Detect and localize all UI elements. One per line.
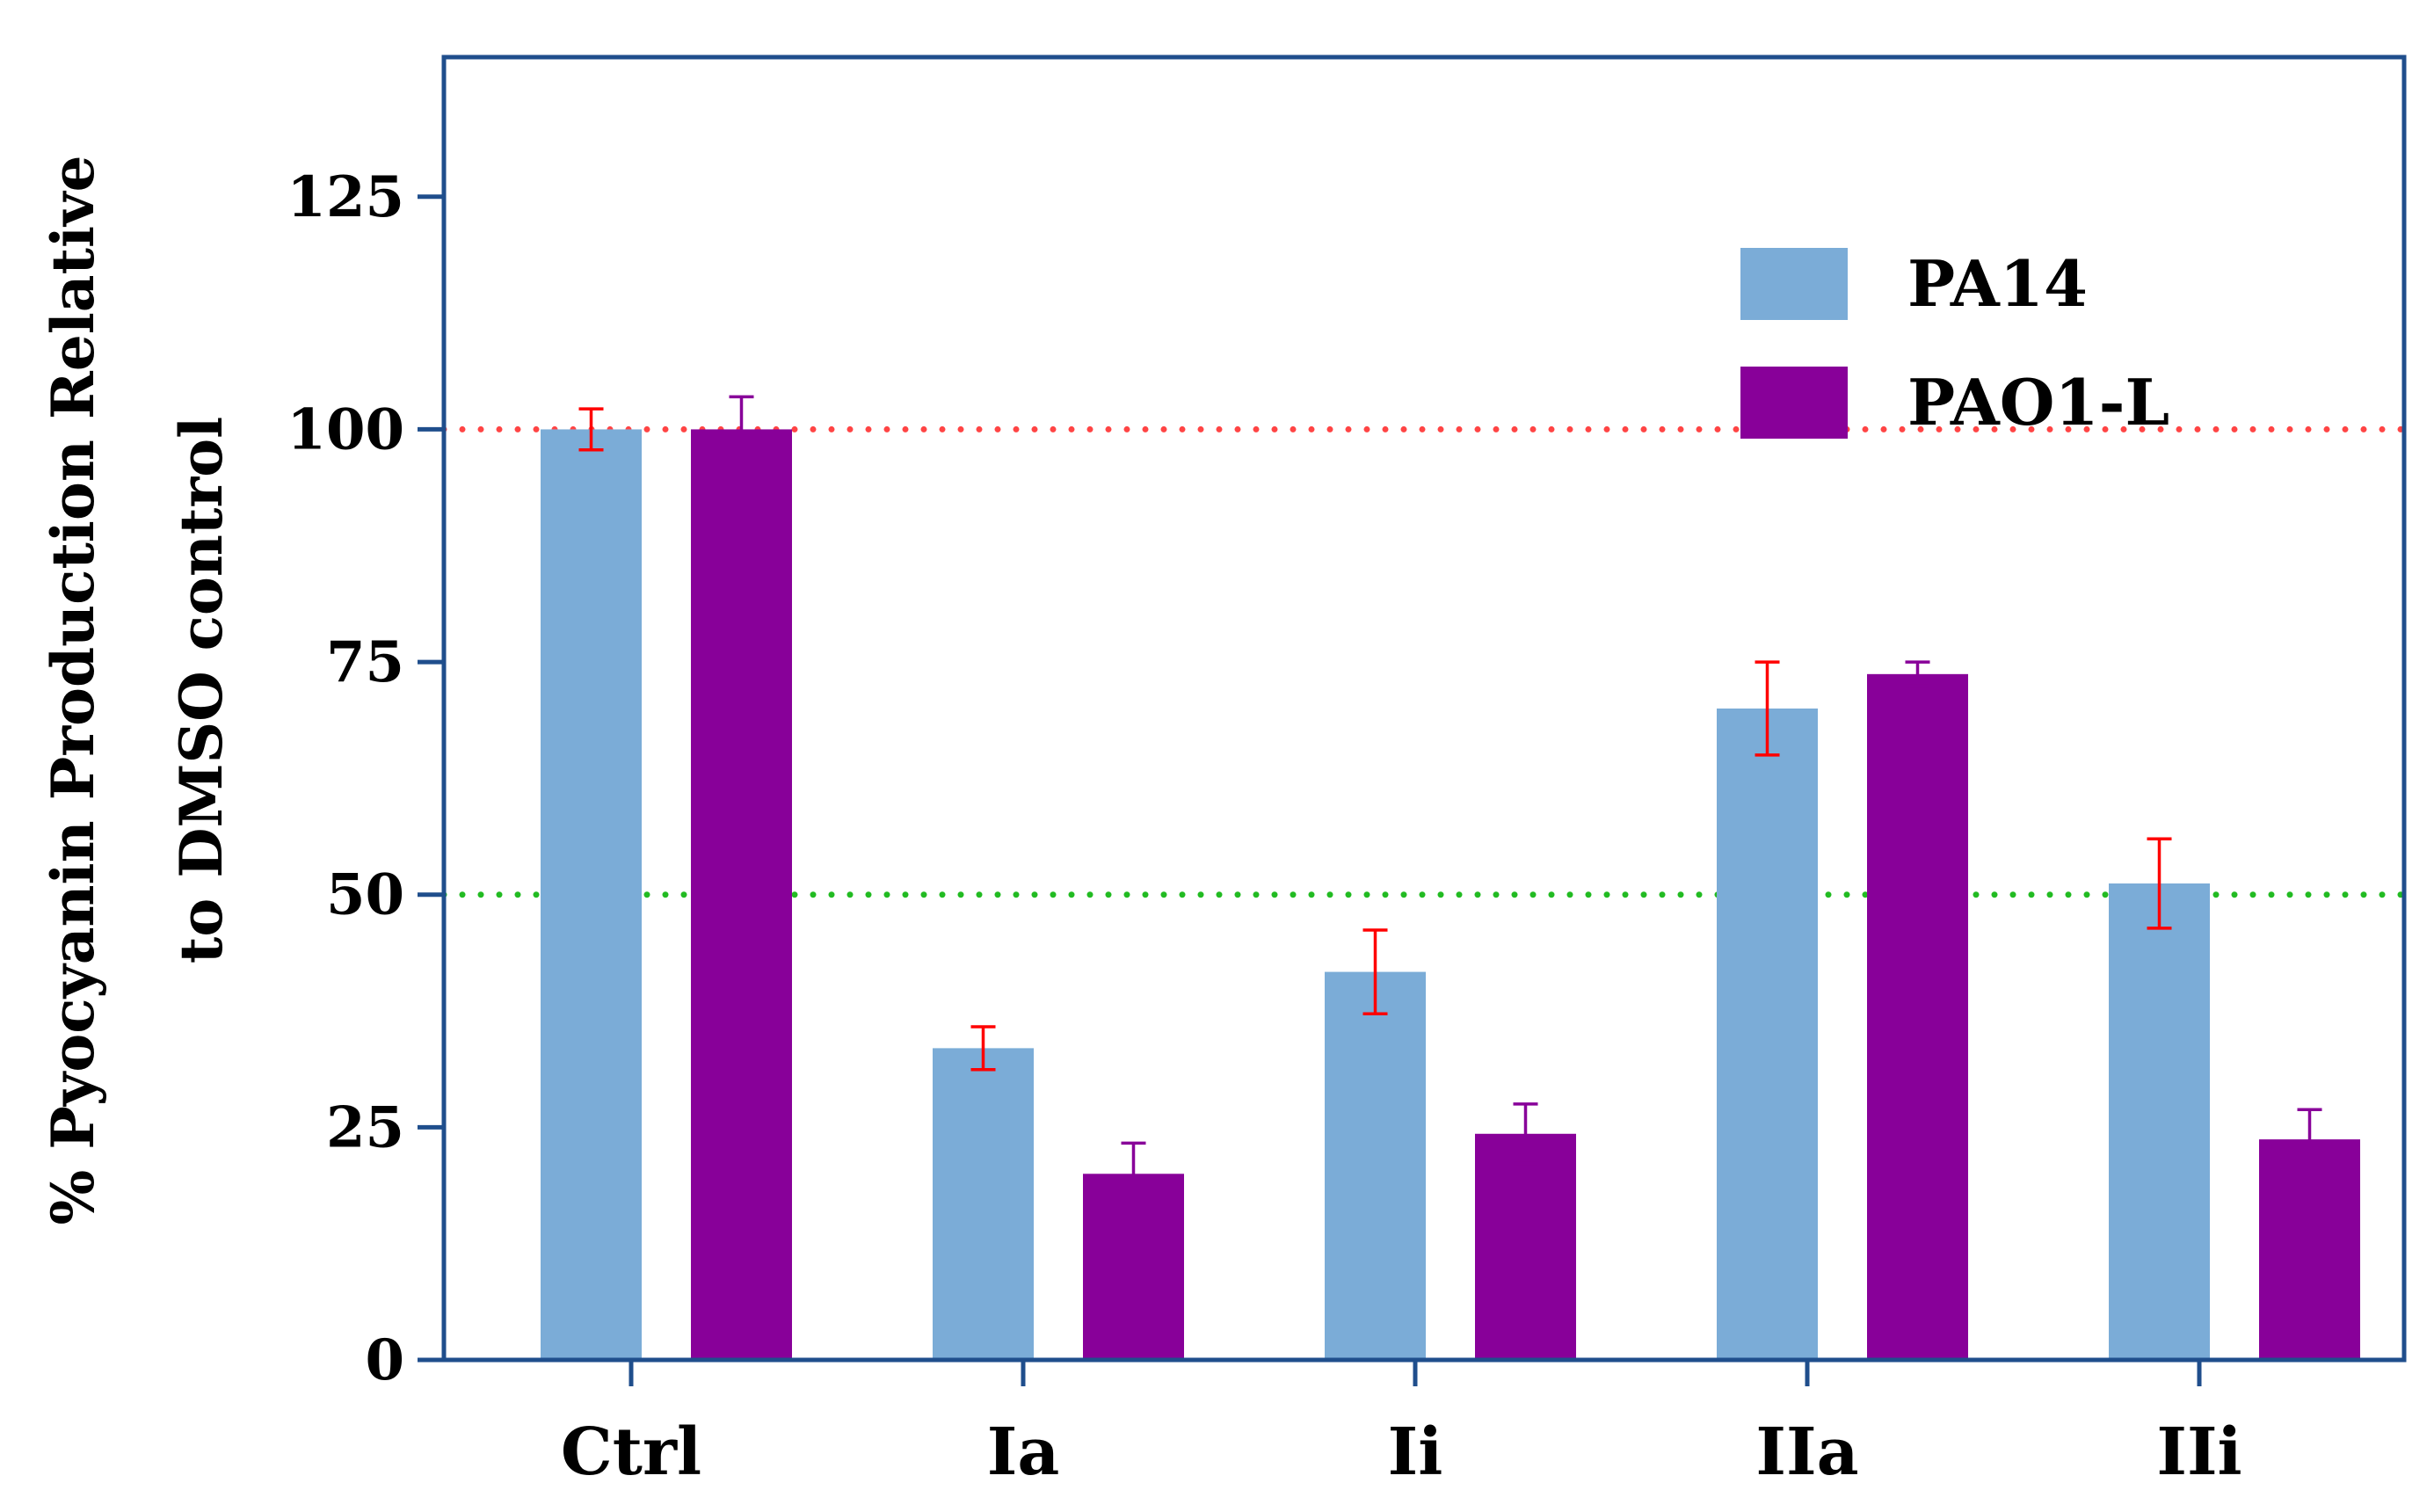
bar-pa14-ctrl	[541, 429, 642, 1360]
bars	[541, 429, 2360, 1360]
bar-pao1-l-ii	[1475, 1133, 1576, 1360]
x-tick-label-ia: Ia	[987, 1414, 1060, 1490]
axes	[441, 55, 2407, 1363]
y-axis-label-line-2: to DMSO control	[167, 417, 236, 963]
legend: PA14 PAO1-L	[1740, 246, 2169, 440]
x-tick-label-iii: IIi	[2156, 1414, 2241, 1490]
bar-pao1-l-iia	[1867, 673, 1968, 1360]
bar-pao1-l-iii	[2259, 1139, 2360, 1360]
y-tick-label-25: 25	[326, 1094, 404, 1160]
y-tick-label-100: 100	[287, 396, 404, 462]
legend-label-pa14: PA14	[1907, 246, 2088, 321]
legend-swatch-pao1-l	[1740, 367, 1848, 439]
y-tick-label-0: 0	[365, 1327, 404, 1393]
legend-swatch-pa14	[1740, 248, 1848, 320]
x-tick-label-iia: IIa	[1755, 1414, 1858, 1490]
bar-pa14-ia	[933, 1048, 1034, 1360]
bar-pa14-iia	[1717, 709, 1818, 1360]
legend-label-pao1-l: PAO1-L	[1907, 365, 2169, 440]
x-ticks: Ctrl Ia Ii IIa IIi	[561, 1360, 2242, 1490]
bar-pa14-ii	[1325, 971, 1426, 1360]
reference-lines	[440, 425, 2408, 898]
x-tick-label-ii: Ii	[1388, 1414, 1443, 1490]
x-tick-label-ctrl: Ctrl	[561, 1414, 701, 1490]
y-axis-label-line-1: % Pyocyanin Production Relative	[39, 156, 107, 1225]
y-tick-label-50: 50	[326, 862, 404, 928]
plot-frame	[441, 55, 2407, 1363]
bar-pao1-l-ctrl	[691, 429, 792, 1360]
y-tick-label-125: 125	[287, 164, 404, 230]
bar-pa14-iii	[2109, 883, 2210, 1360]
y-axis-label: % Pyocyanin Production Relative to DMSO …	[39, 156, 236, 1225]
y-ticks: 0 25 50 75 100 125	[287, 164, 444, 1393]
y-tick-label-75: 75	[326, 629, 404, 695]
error-bars	[578, 395, 2322, 1206]
